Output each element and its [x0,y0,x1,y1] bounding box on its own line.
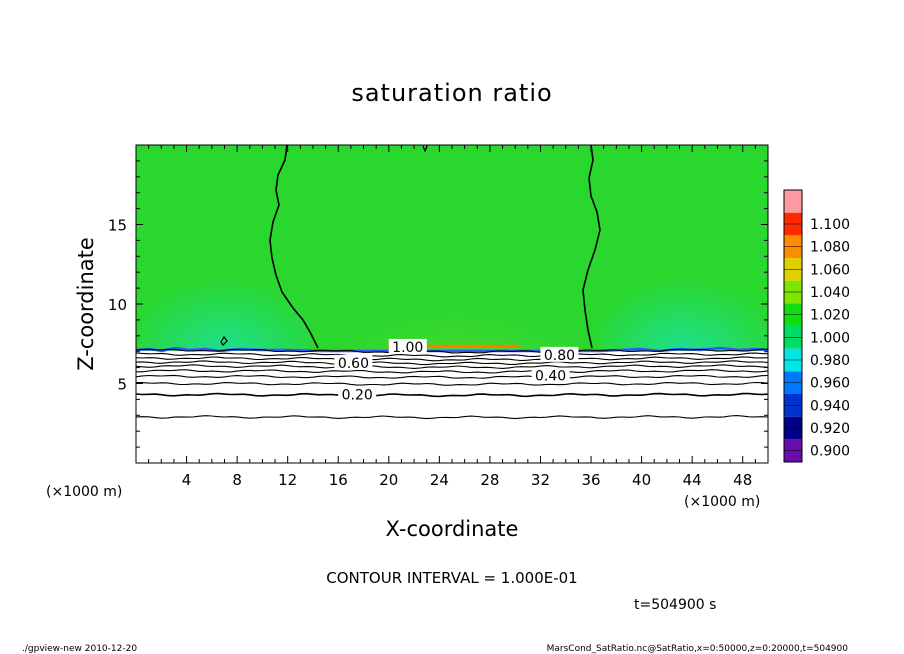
colorbar-label: 1.100 [810,217,850,233]
contour-line-0.60 [136,364,768,369]
x-axis-label: X-coordinate [386,517,519,541]
colorbar-label: 1.000 [810,330,850,346]
x-tick-label: 24 [430,471,449,489]
colorbar-label: 1.060 [810,262,850,278]
contour-label: 0.60 [338,356,369,372]
colorbar-label: 0.960 [810,376,850,392]
colorbar-frame [783,189,803,463]
colorbar-label: 1.020 [810,308,850,324]
x-tick-label: 8 [232,471,242,489]
sub-saturated-region [136,351,768,463]
y-axis-ticks: 5 10 15 [108,160,768,448]
contour-label-bg [334,354,373,370]
footer-right: MarsCond_SatRatio.nc@SatRatio,x=0:50000,… [547,644,849,654]
contour-interval: CONTOUR INTERVAL = 1.000E-01 [326,569,577,587]
contour-label-bg [540,346,579,362]
x-tick-label: 16 [329,471,348,489]
chart-title: saturation ratio [351,79,552,107]
x-tick-label: 40 [632,471,651,489]
x-tick-label: 36 [581,471,600,489]
contour-label-bg [388,338,427,354]
contour-line-0.70 [136,360,768,366]
colorbar-swatch [784,190,802,213]
contour-line-0.40 [136,374,768,379]
colorbar-label: 1.040 [810,285,850,301]
colorbar-label: 0.900 [810,444,850,460]
x-tick-label: 20 [379,471,398,489]
colorbar-label: 0.940 [810,398,850,414]
x-axis-unit-left: (×1000 m) [46,484,122,500]
x-axis-ticks: 4 8 12 16 20 24 28 32 36 40 44 48 [148,145,756,489]
x-tick-label: 28 [480,471,499,489]
contour-label: 0.40 [535,369,566,385]
contour-1.00-left [269,145,319,349]
contour-label: 0.20 [342,388,373,404]
contour-line-0.10 [136,415,768,420]
contour-lines [136,348,768,420]
x-tick-label: 44 [683,471,702,489]
contour-label: 0.80 [544,348,575,364]
x-tick-label: 4 [182,471,192,489]
contour-label-bg [531,367,570,383]
contour-labels: 1.00 0.80 0.60 0.40 0.20 [334,338,579,404]
y-tick-label: 5 [117,376,127,394]
contour-label: 1.00 [392,340,423,356]
contour-1.00-right [582,145,601,349]
y-axis-label: Z-coordinate [74,237,98,371]
x-tick-label: 32 [531,471,550,489]
x-tick-label: 48 [733,471,752,489]
contour-line-0.90 [136,352,768,358]
contour-line-0.20 [136,392,768,398]
contour-line-1.00 [136,348,768,354]
contour-line-0.80 [136,356,768,362]
contour-label-bg [338,386,377,402]
y-tick-label: 15 [108,217,127,235]
colorbar-label: 1.080 [810,240,850,256]
cloud-base-blue-line [136,346,768,353]
contour-line-0.50 [136,369,768,374]
x-tick-label: 12 [278,471,297,489]
time-stamp: t=504900 s [634,597,716,613]
contour-1.00-small [220,335,228,346]
x-axis-unit-right: (×1000 m) [684,494,760,510]
colorbar: 0.900 0.920 0.940 0.960 0.980 1.000 1.020 1.040… [783,189,850,463]
cyan-patch-right [600,230,768,352]
footer-left: ./gpview-new 2010-12-20 [22,644,137,654]
y-tick-label: 10 [108,296,127,314]
colorbar-label: 0.920 [810,421,850,437]
contour-line-0.30 [136,381,768,386]
plot-area [136,145,768,463]
cyan-patch-left [140,230,310,352]
colorbar-label: 0.980 [810,353,850,369]
